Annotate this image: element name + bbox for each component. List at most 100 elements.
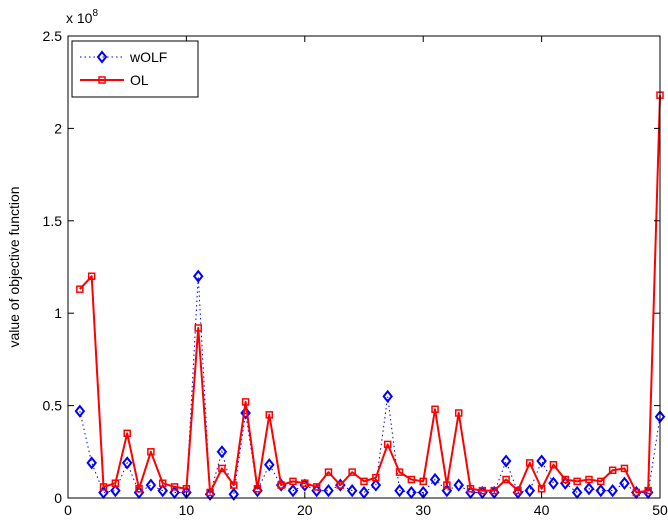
y-axis-label: value of objective function [6,186,22,347]
plot-background [68,36,660,498]
data-point-ol [265,411,274,419]
x-tick-label: 50 [652,502,668,518]
y-multiplier-exponent: 8 [92,8,98,19]
data-point-ol [324,468,333,476]
data-point-wolf [571,485,583,500]
data-point-ol [111,479,120,487]
data-point-wolf [524,484,536,498]
legend-ol-marker [98,76,106,84]
data-point-wolf [595,484,607,498]
data-point-ol [454,409,463,417]
legend-ol-marker-slot [98,76,106,84]
data-point-ol [431,405,439,414]
series-layer [74,91,666,501]
legend-box [71,40,199,98]
x-tick-label: 40 [534,502,550,518]
data-point-ol [383,440,392,449]
data-point-wolf [548,476,559,490]
data-point-ol [644,486,652,495]
data-point-ol [147,448,155,456]
data-point-wolf [157,484,169,498]
data-point-wolf [145,478,157,492]
data-point-ol [99,483,108,491]
data-point-ol [170,483,179,491]
data-point-wolf [394,484,405,498]
data-point-wolf [382,389,393,403]
data-point-ol [135,485,143,493]
data-point-wolf [370,478,382,492]
y-tick-label: 2.5 [43,28,63,44]
y-tick-label: 0 [54,490,62,506]
data-point-ol [253,485,262,493]
x-tick-label: 30 [415,502,431,518]
data-point-ol [158,479,167,487]
data-point-ol [561,475,570,484]
data-point-ol [87,272,96,280]
data-point-ol [537,485,546,493]
data-point-ol [289,477,297,486]
data-point-wolf [607,484,618,498]
data-point-wolf [263,458,275,472]
legend-wolf-marker [96,50,108,64]
data-point-wolf [406,485,417,500]
data-point-ol [407,475,416,484]
data-point-ol [206,488,214,497]
legend: wOLF OL [71,40,199,98]
data-point-wolf [74,404,86,418]
data-point-ol [549,460,558,469]
x-tick-label: 10 [179,502,195,518]
data-point-ol [230,481,238,489]
data-point-ol [182,485,191,493]
data-point-wolf [358,485,370,500]
data-point-ol [76,285,84,293]
data-point-ol [632,488,641,497]
data-point-ol [419,477,427,486]
data-point-ol [123,429,131,438]
data-point-ol [301,479,309,487]
data-point-wolf [228,487,240,501]
x-tick-label: 20 [297,502,313,518]
data-point-wolf [346,484,358,498]
data-point-ol [241,398,250,406]
data-point-wolf [453,478,465,492]
data-point-ol [218,464,226,473]
data-point-wolf [192,269,204,283]
legend-ol-label: OL [130,72,149,88]
data-point-ol [466,485,475,493]
x-tick-label: 0 [64,502,72,518]
data-point-ol [194,324,202,332]
y-tick-label: 1.5 [43,213,63,229]
data-point-ol [360,477,368,486]
data-point-wolf [216,445,228,459]
data-point-wolf [619,476,630,490]
data-point-wolf [86,456,97,470]
data-point-wolf [429,472,441,487]
data-point-wolf [110,484,121,498]
data-point-ol [372,473,380,482]
data-point-wolf [98,485,109,500]
data-point-wolf [121,456,133,470]
data-point-ol [395,468,404,476]
data-point-ol [526,459,534,467]
data-point-ol [336,481,345,489]
data-point-ol [620,464,629,473]
plot-frame [67,35,661,499]
data-point-ol [585,475,593,484]
y-multiplier-label: x 108 [66,8,98,26]
y-multiplier-base: x 10 [66,10,93,26]
legend-wolf-label: wOLF [129,49,167,65]
data-point-ol [490,486,498,495]
data-point-ol [514,486,522,495]
data-point-ol [502,475,510,484]
data-point-wolf [240,406,251,420]
data-point-ol [312,483,321,491]
legend-wolf-marker-slot [96,50,108,64]
data-point-ol [478,486,487,495]
data-point-wolf [323,484,334,498]
data-point-wolf [441,484,453,498]
data-point-ol [277,481,285,489]
data-point-wolf [500,454,512,468]
data-point-wolf [169,485,180,500]
y-tick-label: 1 [54,305,62,321]
